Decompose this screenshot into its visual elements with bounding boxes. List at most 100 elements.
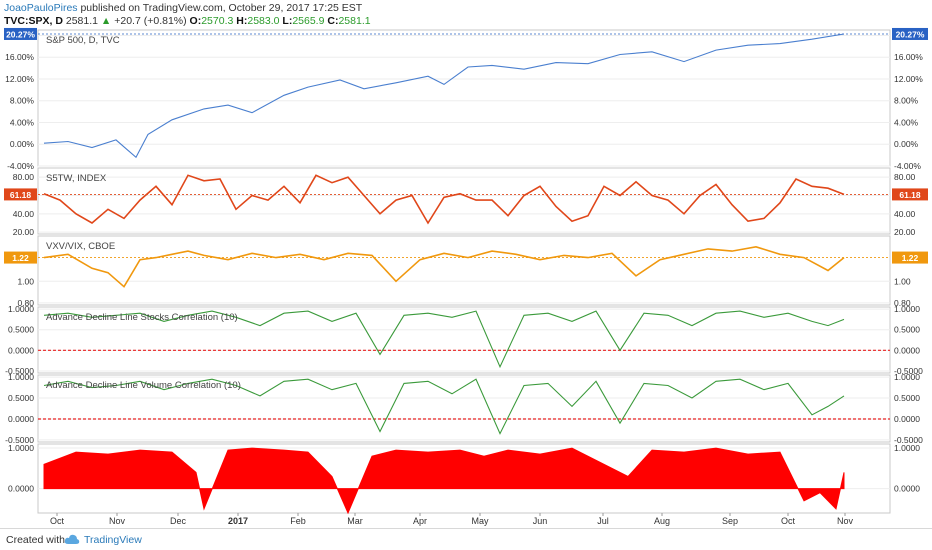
y-tick-right: 0.5000 [894,325,920,335]
tradingview-cloud-icon [64,534,80,544]
x-tick-label: Apr [413,516,427,526]
pane-title: Advance Decline Line Volume Correlation … [46,380,241,391]
y-tick-right: 8.00% [894,96,919,106]
open-label: O: [189,15,202,27]
price-change: +20.7 (+0.81%) [114,15,187,27]
y-tick-left: 20.00 [13,227,35,237]
multi-pane-chart[interactable]: 20.00%20.00%16.00%16.00%12.00%12.00%8.00… [0,0,932,528]
publish-line: JoaoPauloPires published on TradingView.… [4,2,362,14]
last-value-label-right: 61.18 [899,190,921,200]
footer: Created with TradingView [0,528,932,550]
y-tick-left: 80.00 [13,172,35,182]
pane-title: S5TW, INDEX [46,173,107,184]
symbol-label: TVC:SPX, D [4,15,63,27]
y-tick-right: 1.0000 [894,443,920,453]
pane-title: Advance Decline Line Stocks Correlation … [46,312,238,323]
y-tick-right: 0.0000 [894,345,920,355]
pane-5: 1.0000 1.0000 0.5000 0.5000 0.0000 0.0000 -0.5… [5,372,923,445]
y-tick-left: -4.00% [7,161,34,171]
high-label: H: [236,15,248,27]
y-tick-left: 0.5000 [8,325,34,335]
tradingview-link[interactable]: TradingView [84,534,142,546]
last-value-label-right: 20.27% [896,29,925,39]
pane-frame [37,374,891,443]
y-tick-left: 4.00% [10,117,35,127]
pane-1: 20.00%20.00%16.00%16.00%12.00%12.00%8.00… [4,27,928,171]
y-tick-left: 8.00% [10,96,35,106]
y-tick-right: 1.00 [894,276,911,286]
last-price: 2581.1 [65,15,98,27]
y-tick-right: -4.00% [894,161,921,171]
y-tick-right: -0.5000 [894,435,923,445]
y-tick-right: 1.0000 [894,304,920,314]
pane-frame [37,29,891,167]
y-tick-right: 0.00% [894,139,919,149]
low-value: 2565.9 [292,15,325,27]
pane-title: VXV/VIX, CBOE [46,241,115,252]
y-tick-right: 4.00% [894,117,919,127]
last-value-badge-left [4,188,37,201]
x-tick-label: May [471,516,489,526]
last-value-label-left: 61.18 [10,190,32,200]
y-tick-left: 1.0000 [8,304,34,314]
author-link[interactable]: JoaoPauloPires [4,2,78,14]
pane-frame [37,167,891,235]
x-tick-label: Feb [290,516,306,526]
pane-frame [37,235,891,306]
series-line [43,33,845,159]
x-tick-label: Dec [170,516,187,526]
y-tick-right: 16.00% [894,52,923,62]
close-value: 2581.1 [338,15,371,27]
y-tick-right: 0.0000 [894,414,920,424]
pane-3: 1.00 1.00 0.80 0.80 VXV/VIX, CBOE 1.22 1.22 [4,235,928,308]
y-tick-left: 0.0000 [8,345,34,355]
y-tick-left: -0.5000 [5,435,34,445]
y-tick-left: 0.80 [17,298,34,308]
y-tick-right: 80.00 [894,172,916,182]
low-label: L: [282,15,293,27]
last-value-label-left: 20.27% [6,29,35,39]
last-value-badge-left [4,27,37,40]
y-tick-left: 16.00% [5,52,34,62]
y-tick-left: -0.5000 [5,366,34,376]
x-tick-label: Jul [597,516,609,526]
x-tick-label: Nov [109,516,126,526]
y-tick-right: 12.00% [894,74,923,84]
y-tick-left: 1.0000 [8,443,34,453]
high-value: 2583.0 [247,15,280,27]
x-tick-label: Jun [533,516,548,526]
last-value-badge-right [892,251,928,264]
y-tick-left: 12.00% [5,74,34,84]
last-value-badge-left [4,251,37,264]
y-tick-right: 0.80 [894,298,911,308]
y-tick-right: 1.0000 [894,372,920,382]
x-tick-label: 2017 [228,516,248,526]
pane-frame [37,306,891,374]
close-label: C: [327,15,339,27]
last-value-label-right: 1.22 [902,253,919,263]
y-tick-right: 0.5000 [894,393,920,403]
x-tick-label: Oct [50,516,65,526]
y-tick-right: -0.5000 [894,366,923,376]
pane-6: 1.0000 1.0000 0.0000 0.0000 [8,443,920,515]
series-area [43,447,845,515]
last-value-label-left: 1.22 [12,253,29,263]
pane-title: S&P 500, D, TVC [46,35,120,46]
published-text: published on TradingView.com, October 29… [80,2,363,14]
y-tick-left: 40.00 [13,209,35,219]
created-with-text: Created with [6,534,65,546]
pane-4: 1.0000 1.0000 0.5000 0.5000 0.0000 0.0000 -0.5… [5,304,923,376]
y-tick-left: 0.0000 [8,414,34,424]
pane-2: 80.0080.0060.0060.0040.0040.0020.0020.00… [4,167,928,237]
up-arrow-icon: ▲ [100,15,112,27]
y-tick-left: 1.00 [17,276,34,286]
y-tick-left: 0.0000 [8,484,34,494]
y-tick-right: 20.00 [894,227,916,237]
y-tick-right: 0.0000 [894,484,920,494]
x-tick-label: Aug [654,516,670,526]
y-tick-left: 1.0000 [8,372,34,382]
open-value: 2570.3 [201,15,234,27]
symbol-line: TVC:SPX, D 2581.1 ▲ +20.7 (+0.81%) O:257… [4,15,371,27]
x-tick-label: Mar [347,516,363,526]
x-tick-label: Oct [781,516,796,526]
